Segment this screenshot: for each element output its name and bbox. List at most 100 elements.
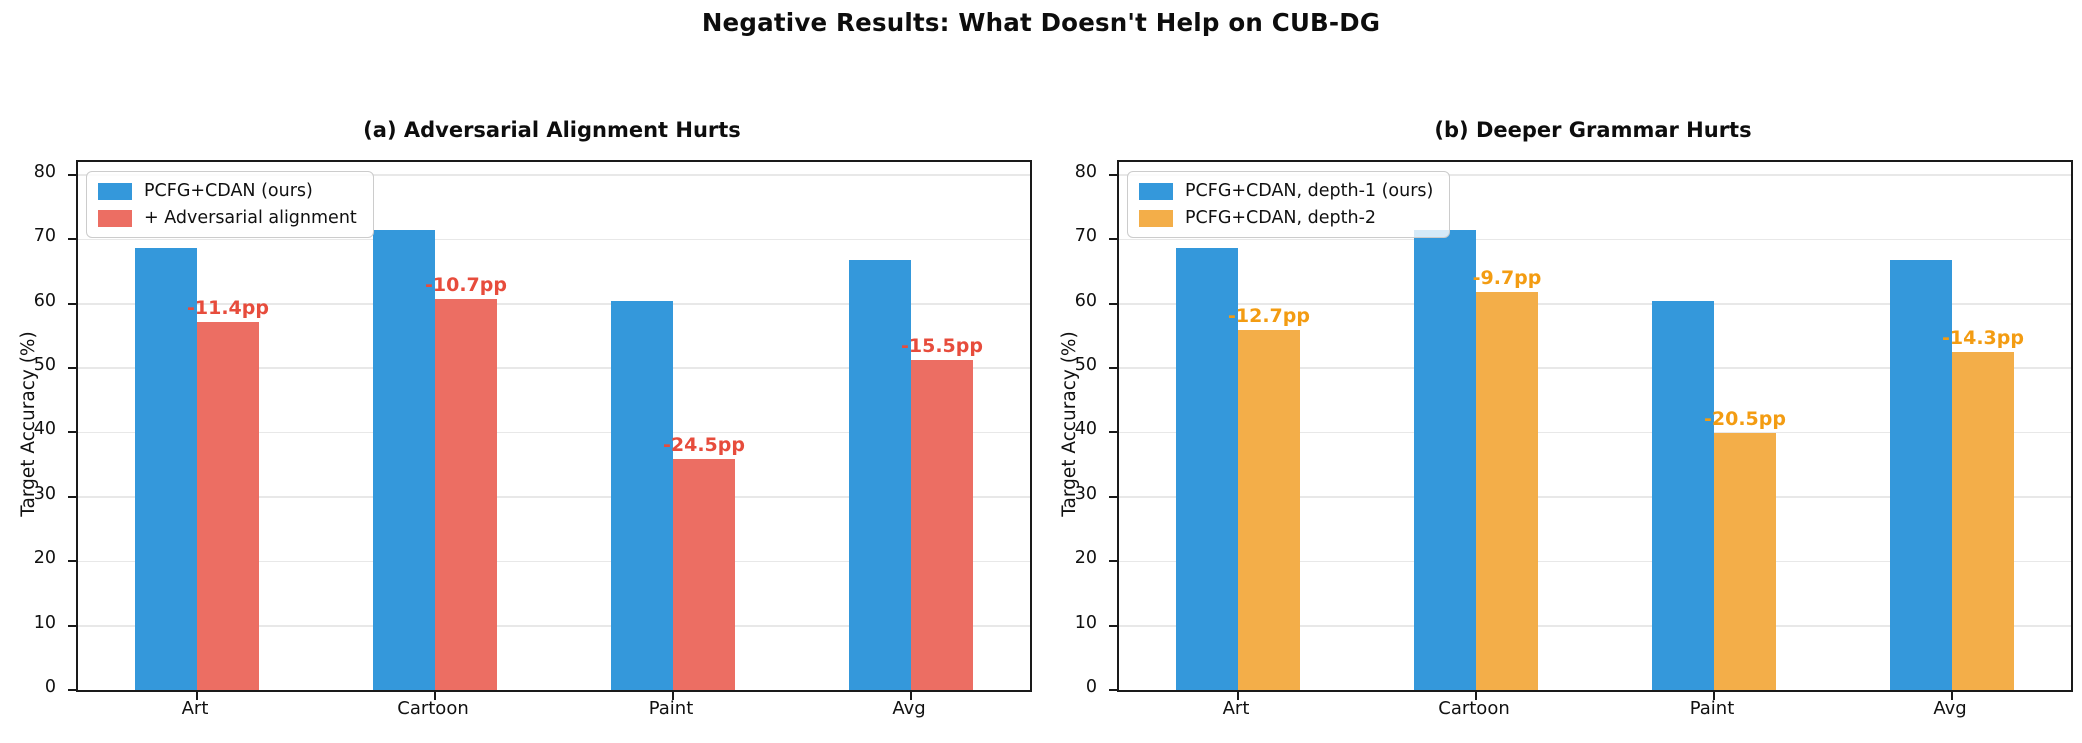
y-tick-label-50: 50 [1074,355,1097,376]
legend-label-variant: PCFG+CDAN, depth-2 [1185,208,1377,228]
bar-cartoon-variant [1476,292,1538,690]
y-tick-label-20: 20 [33,548,56,569]
y-tick-mark-30 [68,495,76,498]
legend-label-baseline: PCFG+CDAN (ours) [144,181,313,201]
y-tick-mark-60 [68,302,76,305]
gridline-20 [1119,560,2071,563]
legend-item-baseline: PCFG+CDAN (ours) [98,181,357,201]
bar-paint-variant [1714,433,1776,690]
panel-b-plot-area: PCFG+CDAN, depth-1 (ours) PCFG+CDAN, dept… [1109,160,2073,700]
panel-b: (b) Deeper Grammar Hurts Target Accuracy… [1041,0,2082,743]
gridline-50 [1119,367,2071,370]
legend-label-baseline: PCFG+CDAN, depth-1 (ours) [1185,181,1434,201]
gridline-10 [1119,625,2071,627]
gridline-10 [78,625,1030,627]
legend-label-variant: + Adversarial alignment [144,208,357,228]
x-tick-mark-cartoon [1475,692,1477,700]
bar-art-baseline [1176,248,1238,690]
gridline-70 [78,238,1030,241]
panel-b-title: (b) Deeper Grammar Hurts [1434,118,1752,142]
x-tick-mark-paint [672,692,674,700]
y-tick-label-0: 0 [44,677,56,697]
x-tick-label-cartoon: Cartoon [1438,698,1510,719]
legend-item-baseline: PCFG+CDAN, depth-1 (ours) [1139,181,1433,201]
panel-a-legend: PCFG+CDAN (ours) + Adversarial alignment [86,171,374,238]
x-tick-label-paint: Paint [648,698,694,719]
x-tick-mark-avg [910,692,912,700]
legend-swatch-baseline [1139,182,1173,200]
delta-annotation-avg: -15.5pp [901,334,983,357]
y-tick-label-20: 20 [1074,548,1097,569]
y-tick-label-70: 70 [1074,226,1097,247]
y-tick-mark-80 [1109,173,1117,176]
bar-paint-variant [673,458,735,690]
x-tick-label-paint: Paint [1689,698,1735,719]
y-tick-mark-30 [1109,495,1117,498]
bar-avg-baseline [1890,259,1952,690]
figure-title: Negative Results: What Doesn't Help on C… [701,8,1381,37]
y-tick-mark-80 [68,173,76,176]
y-tick-mark-40 [1109,431,1117,434]
gridline-30 [1119,496,2071,498]
y-tick-label-30: 30 [1074,483,1097,504]
y-tick-label-40: 40 [1074,419,1097,440]
x-tick-mark-avg [1951,692,1953,700]
gridline-60 [1119,303,2071,305]
delta-annotation-art: -12.7pp [1228,305,1310,328]
legend-swatch-variant [98,209,132,227]
y-tick-mark-20 [68,560,76,563]
bar-art-variant [1238,330,1300,690]
gridline-20 [78,560,1030,563]
y-tick-label-60: 60 [1074,290,1097,311]
delta-annotation-paint: -24.5pp [663,433,745,456]
delta-annotation-cartoon: -9.7pp [1472,267,1542,290]
bar-cartoon-variant [435,298,497,690]
gridline-80 [78,174,1030,176]
legend-swatch-variant [1139,209,1173,227]
gridline-40 [78,431,1030,434]
y-tick-label-30: 30 [33,483,56,504]
delta-annotation-avg: -14.3pp [1942,326,2024,349]
y-tick-mark-20 [1109,560,1117,563]
y-tick-mark-10 [68,624,76,627]
gridline-50 [78,367,1030,370]
y-tick-label-0: 0 [1085,677,1097,697]
y-tick-label-50: 50 [33,355,56,376]
y-tick-mark-50 [68,367,76,370]
x-tick-mark-cartoon [434,692,436,700]
legend-item-variant: PCFG+CDAN, depth-2 [1139,208,1433,228]
y-tick-label-10: 10 [1074,612,1097,633]
y-tick-mark-50 [1109,367,1117,370]
bar-avg-baseline [849,259,911,690]
y-tick-mark-70 [68,238,76,241]
bar-avg-variant [911,359,973,690]
x-tick-label-cartoon: Cartoon [397,698,469,719]
x-tick-label-avg: Avg [1933,698,1967,719]
x-tick-mark-paint [1713,692,1715,700]
y-tick-label-80: 80 [33,161,56,182]
bar-cartoon-baseline [373,229,435,690]
legend-swatch-baseline [98,182,132,200]
delta-annotation-paint: -20.5pp [1704,408,1786,431]
gridline-80 [1119,174,2071,176]
panel-a-y-tick-labels: 0 10 20 30 40 50 60 70 80 [0,160,60,697]
panel-b-x-tick-labels: Art Cartoon Paint Avg [1117,698,2069,730]
gridline-70 [1119,238,2071,241]
y-tick-label-40: 40 [33,419,56,440]
delta-annotation-cartoon: -10.7pp [425,273,507,296]
y-tick-mark-0 [68,689,76,691]
gridline-40 [1119,431,2071,434]
bar-paint-baseline [611,301,673,690]
x-tick-mark-art [196,692,198,700]
bar-avg-variant [1952,351,2014,690]
x-tick-mark-art [1237,692,1239,700]
panel-b-legend: PCFG+CDAN, depth-1 (ours) PCFG+CDAN, dept… [1127,171,1451,238]
bar-paint-baseline [1652,301,1714,690]
gridline-60 [78,303,1030,305]
panel-a: (a) Adversarial Alignment Hurts Target A… [0,118,1032,719]
y-tick-label-70: 70 [33,226,56,247]
y-tick-mark-70 [1109,238,1117,241]
panel-a-plot-area: PCFG+CDAN (ours) + Adversarial alignment … [68,160,1032,700]
panel-b-y-tick-labels: 0 10 20 30 40 50 60 70 80 [1041,160,1101,697]
x-tick-label-art: Art [181,698,209,719]
